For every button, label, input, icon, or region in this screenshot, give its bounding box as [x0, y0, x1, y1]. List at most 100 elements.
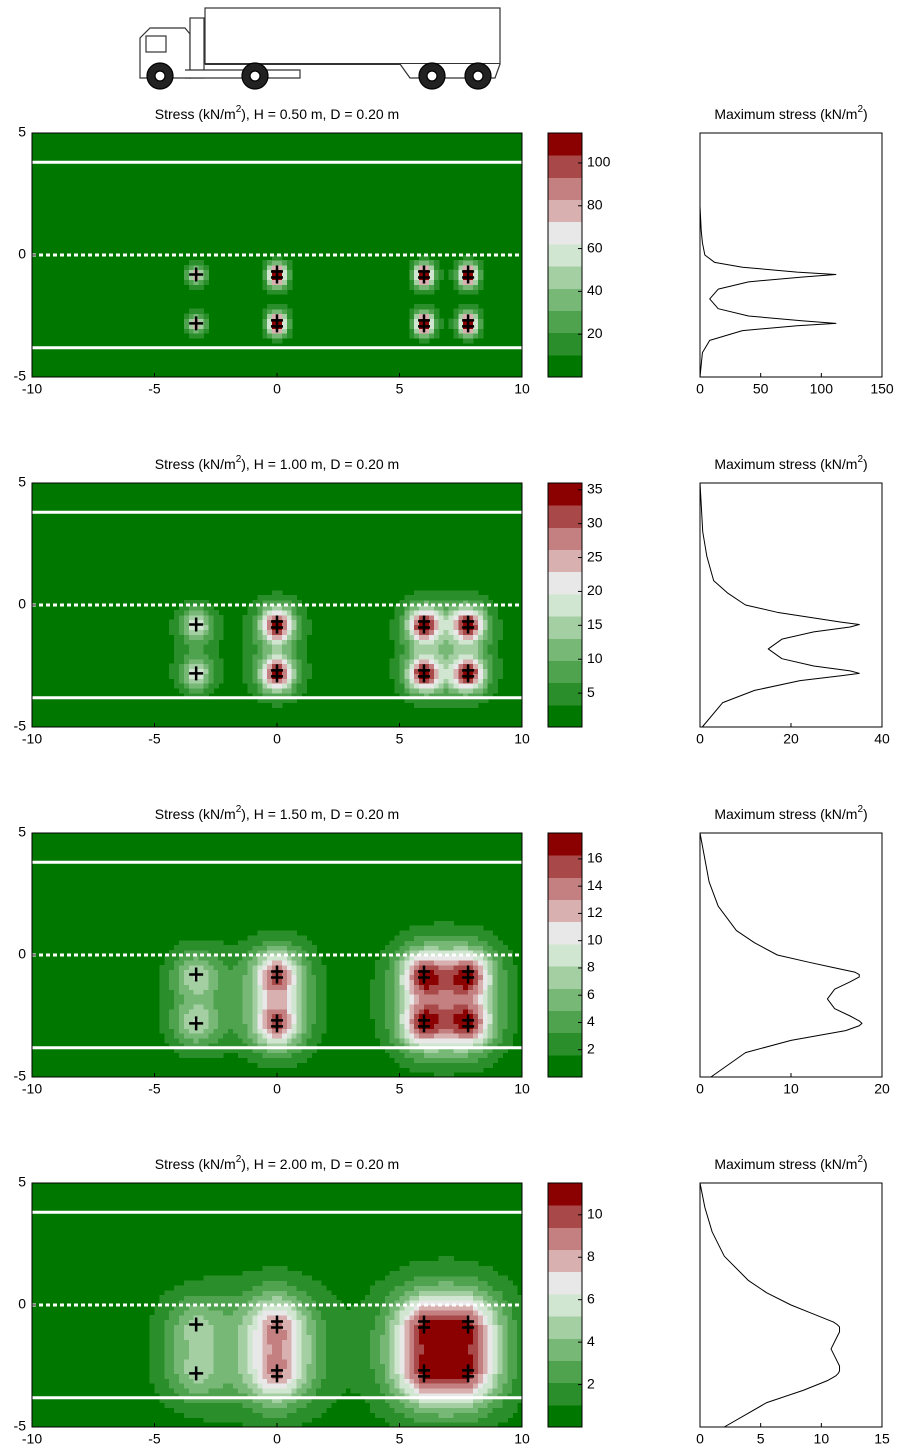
contour-cell [482, 658, 489, 665]
contour-cell [477, 1067, 484, 1073]
contour-cell [433, 269, 440, 276]
contour-cell [281, 1383, 288, 1389]
contour-cell [414, 989, 420, 995]
contour-cell [311, 1033, 317, 1039]
panel-title: Stress (kN/m2), H = 0.50 m, D = 0.20 m [155, 104, 399, 122]
contour-cell [448, 687, 454, 694]
contour-cell [198, 284, 205, 290]
contour-cell [213, 1368, 219, 1374]
contour-cell [487, 959, 494, 966]
contour-cell [198, 1033, 205, 1039]
contour-cell [419, 925, 425, 932]
contour-cell [296, 1037, 303, 1044]
contour-cell [267, 648, 273, 655]
contour-cell [453, 668, 459, 674]
contour-cell [419, 979, 425, 985]
contour-cell [208, 653, 214, 660]
contour-cell [223, 984, 229, 990]
contour-cell [198, 673, 205, 679]
contour-cell [228, 1363, 234, 1370]
contour-cell [237, 994, 244, 1000]
contour-cell [433, 1397, 440, 1404]
contour-cell [232, 1003, 239, 1010]
contour-cell [223, 1023, 229, 1029]
contour-cell [291, 663, 298, 670]
contour-cell [379, 989, 386, 995]
contour-cell [183, 1324, 190, 1330]
contour-cell [409, 1052, 415, 1059]
contour-cell [438, 269, 445, 276]
contour-cell [433, 955, 440, 961]
contour-cell [404, 1305, 410, 1311]
contour-cell [252, 1309, 258, 1316]
contour-cell [277, 1008, 283, 1015]
contour-cell [379, 1042, 386, 1049]
wheel-load [462, 965, 475, 984]
contour-cell [438, 687, 445, 694]
contour-cell [448, 1057, 454, 1063]
contour-cell [232, 1042, 239, 1049]
contour-cell [179, 1003, 185, 1010]
contour-cell [174, 1314, 180, 1321]
contour-cell [502, 1329, 508, 1335]
contour-cell [394, 1397, 401, 1404]
contour-cell [477, 994, 484, 1000]
contour-cell [355, 1334, 361, 1340]
contour-cell [473, 614, 479, 621]
contour-cell [487, 1402, 494, 1409]
contour-cell [438, 1314, 445, 1321]
contour-cell [414, 1319, 420, 1326]
contour-cell [473, 683, 479, 689]
contour-cell [262, 284, 268, 290]
contour-cell [183, 974, 190, 980]
contour-cell [267, 692, 273, 699]
contour-cell [507, 994, 513, 1000]
contour-cell [247, 1383, 254, 1389]
contour-cell [507, 1363, 513, 1370]
contour-cell [242, 969, 249, 976]
contour-cell [267, 994, 273, 1000]
contour-cell [159, 1344, 165, 1350]
contour-cell [247, 1023, 254, 1029]
contour-cell [360, 1348, 366, 1355]
contour-cell [291, 1348, 298, 1355]
contour-cell [512, 1003, 518, 1010]
contour-cell [399, 1383, 405, 1389]
contour-cell [169, 969, 175, 976]
contour-cell [482, 639, 489, 645]
contour-cell [340, 1373, 347, 1379]
contour-cell [247, 1407, 254, 1413]
contour-cell [428, 1353, 435, 1360]
contour-cell [183, 1358, 190, 1365]
contour-cell [419, 955, 425, 961]
contour-cell [174, 969, 180, 976]
contour-cell [267, 1412, 273, 1418]
contour-cell [389, 1368, 396, 1374]
contour-cell [193, 1353, 200, 1360]
contour-cell [213, 1309, 219, 1316]
contour-cell [198, 1028, 205, 1034]
contour-cell [311, 1003, 317, 1010]
contour-cell [218, 959, 224, 966]
contour-cell [448, 1023, 454, 1029]
wheel-load [418, 1014, 430, 1033]
contour-cell [487, 1033, 494, 1039]
contour-cell [188, 955, 195, 961]
contour-cell [208, 1397, 214, 1404]
contour-cell [281, 1339, 288, 1345]
contour-cell [477, 595, 484, 601]
contour-cell [267, 1358, 273, 1365]
contour-cell [267, 1057, 273, 1063]
contour-cell [188, 1013, 195, 1020]
contour-cell [375, 959, 381, 966]
contour-cell [218, 1402, 224, 1409]
contour-cell [198, 1407, 205, 1413]
contour-cell [188, 683, 195, 689]
contour-cell [404, 644, 410, 650]
contour-cell [477, 323, 484, 329]
contour-cell [208, 945, 214, 951]
contour-cell [208, 1319, 214, 1326]
contour-cell [213, 974, 219, 980]
contour-cell [424, 955, 430, 961]
contour-cell [169, 979, 175, 985]
